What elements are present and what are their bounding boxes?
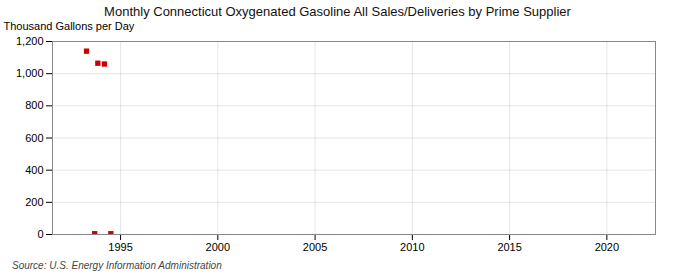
svg-text:2020: 2020 bbox=[595, 241, 619, 253]
svg-text:200: 200 bbox=[25, 196, 43, 208]
svg-text:Thousand Gallons per Day: Thousand Gallons per Day bbox=[4, 20, 135, 32]
svg-text:2010: 2010 bbox=[400, 241, 424, 253]
svg-text:400: 400 bbox=[25, 164, 43, 176]
svg-text:0: 0 bbox=[37, 228, 43, 240]
svg-text:600: 600 bbox=[25, 132, 43, 144]
svg-text:1995: 1995 bbox=[108, 241, 132, 253]
html-text:Source: U.S. Energy Informatio: Source: U.S. Energy Information Administ… bbox=[12, 260, 222, 271]
svg-text:1,200: 1,200 bbox=[16, 35, 44, 47]
svg-text:2000: 2000 bbox=[206, 241, 230, 253]
svg-text:2015: 2015 bbox=[497, 241, 521, 253]
svg-text:800: 800 bbox=[25, 99, 43, 111]
svg-text:2005: 2005 bbox=[303, 241, 327, 253]
svg-text:1,000: 1,000 bbox=[16, 67, 44, 79]
html-text:Monthly Connecticut Oxygenated: Monthly Connecticut Oxygenated Gasoline … bbox=[104, 4, 571, 19]
